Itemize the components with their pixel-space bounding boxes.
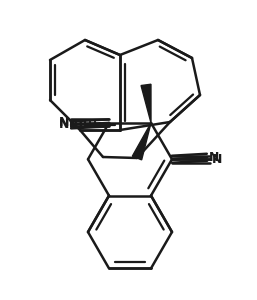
Text: N: N	[209, 151, 219, 164]
Polygon shape	[141, 84, 151, 123]
Text: N: N	[212, 153, 222, 166]
Text: N: N	[59, 116, 69, 129]
Polygon shape	[132, 123, 151, 160]
Text: N: N	[59, 118, 69, 131]
